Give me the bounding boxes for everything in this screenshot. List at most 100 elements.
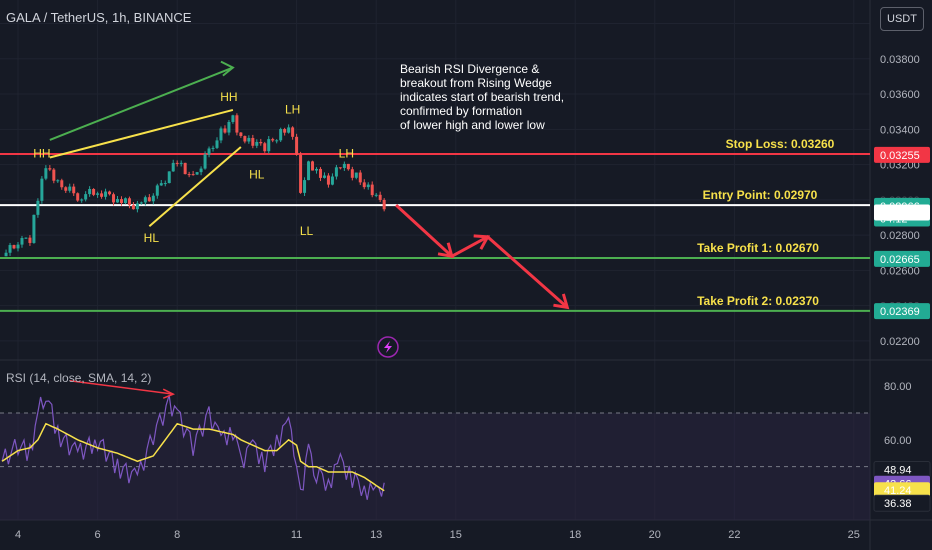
candle-body	[378, 194, 382, 200]
time-tick-label: 20	[649, 529, 661, 541]
candle-body	[366, 184, 370, 188]
candle-body	[68, 186, 72, 191]
rsi-lines	[1, 379, 385, 500]
price-tick-label: 0.02800	[880, 230, 920, 242]
candle-body	[207, 148, 211, 155]
lightning-icon[interactable]	[377, 336, 399, 358]
price-tick-label: 0.03400	[880, 124, 920, 136]
time-tick-label: 25	[848, 529, 860, 541]
candle-body	[283, 129, 287, 133]
candle-body	[315, 168, 318, 171]
pattern-label: LH	[339, 147, 354, 161]
candle-body	[20, 238, 24, 245]
analysis-annotation: Bearish RSI Divergence & breakout from R…	[400, 62, 640, 132]
rsi-badge-label: 48.94	[884, 465, 912, 477]
candle-body	[338, 167, 342, 169]
candle-body	[155, 185, 159, 196]
candle-body	[16, 244, 20, 249]
candle-body	[199, 168, 203, 173]
price-tick-label: 0.02200	[880, 336, 920, 348]
candle-body	[131, 205, 135, 210]
rsi-badge-label: 36.38	[884, 498, 912, 510]
wedge-upper-line	[49, 108, 234, 159]
candle-body	[322, 175, 326, 178]
price-axis[interactable]: 0.040000.038000.036000.034000.032000.030…	[874, 19, 930, 348]
pattern-label: LH	[285, 102, 300, 116]
candle-body	[48, 168, 52, 170]
candle-body	[231, 115, 235, 122]
candle-body	[108, 191, 112, 195]
candle-body	[279, 129, 283, 141]
currency-button[interactable]: USDT	[880, 7, 924, 31]
candle-body	[143, 197, 147, 203]
time-tick-label: 6	[95, 529, 101, 541]
candle-body	[263, 143, 267, 152]
candle-body	[358, 172, 362, 183]
pattern-label: HH	[33, 147, 50, 161]
candle-body	[191, 174, 195, 176]
candle-body	[235, 115, 239, 133]
candle-body	[342, 163, 346, 168]
price-candles	[4, 113, 386, 257]
time-axis[interactable]: 4 6 8 11 13 15 18 20 22 25	[15, 529, 860, 541]
candle-body	[64, 187, 68, 191]
rsi-sma-line	[1, 422, 385, 492]
candle-body	[72, 186, 76, 194]
candle-body	[374, 194, 378, 196]
price-badge	[874, 146, 930, 163]
rsi-tick-label: 80.00	[884, 381, 912, 393]
candle-body	[183, 162, 187, 175]
candle-body	[8, 245, 12, 253]
annotation-line: confirmed by formation	[400, 104, 523, 118]
candle-body	[334, 167, 338, 177]
candle-body	[223, 128, 227, 133]
price-tick-label: 0.02600	[880, 265, 920, 277]
candle-body	[275, 140, 279, 142]
annotation-line: indicates start of bearish trend,	[400, 90, 565, 104]
price-badge-label: 0.02665	[880, 254, 920, 266]
time-tick-label: 18	[569, 529, 581, 541]
candle-body	[175, 162, 179, 164]
trend-arrow-line	[49, 66, 234, 141]
candle-body	[187, 174, 191, 176]
candle-body	[203, 154, 207, 169]
time-tick-label: 22	[728, 529, 740, 541]
candle-body	[28, 237, 32, 243]
candle-body	[243, 136, 247, 142]
pattern-label: HL	[144, 231, 160, 245]
candle-body	[239, 132, 243, 137]
rsi-badge	[874, 482, 930, 499]
wedge-lower-line	[148, 146, 242, 228]
candle-body	[291, 127, 295, 137]
price-tick-label: 0.03800	[880, 54, 920, 66]
candle-body	[370, 184, 374, 196]
candle-body	[318, 168, 322, 178]
time-tick-label: 11	[291, 529, 302, 541]
annotation-line: breakout from Rising Wedge	[400, 76, 552, 90]
projection-arrow-head	[553, 293, 570, 310]
candle-body	[151, 195, 155, 202]
candle-body	[135, 203, 139, 210]
candle-body	[219, 128, 223, 141]
candle-body	[299, 154, 303, 193]
candle-body	[255, 141, 259, 146]
rsi-guides	[0, 412, 870, 468]
projection-arrow-head	[473, 234, 491, 250]
rsi-line	[1, 394, 385, 500]
candle-body	[251, 137, 255, 146]
candle-body	[303, 180, 307, 193]
rsi-legend[interactable]: RSI (14, close, SMA, 14, 2)	[6, 371, 152, 385]
candle-body	[354, 172, 358, 178]
candle-body	[100, 193, 104, 197]
time-tick-label: 13	[370, 529, 382, 541]
level-label-tp2: Take Profit 2: 0.02370	[697, 294, 819, 308]
candle-body	[171, 162, 175, 172]
candle-body	[227, 121, 231, 133]
price-badge-label: 0.02928	[880, 208, 920, 220]
candle-body	[382, 199, 386, 210]
pattern-label: HL	[249, 168, 265, 182]
price-badge	[874, 250, 930, 267]
candle-body	[295, 136, 299, 155]
